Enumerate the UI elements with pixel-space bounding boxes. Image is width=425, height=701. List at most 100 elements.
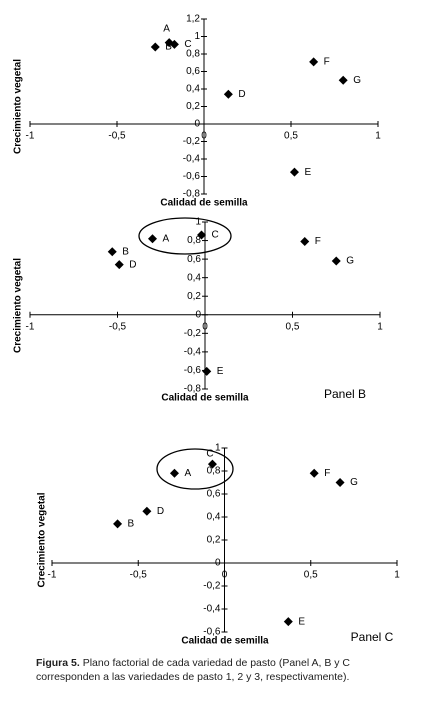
x-tick-label: -0,5 — [108, 131, 126, 142]
x-tick-label: 0 — [202, 321, 208, 332]
y-tick-label: 1,2 — [186, 14, 200, 25]
point-label: C — [184, 39, 191, 50]
point — [150, 42, 160, 52]
point-label: D — [238, 89, 245, 100]
y-axis-title: Crecimiento vegetal — [37, 492, 48, 587]
point-label: A — [163, 23, 170, 34]
y-tick-label: 0,6 — [187, 254, 201, 265]
x-tick-label: -0,5 — [130, 570, 148, 581]
caption-text: Plano factorial de cada variedad de past… — [36, 657, 351, 683]
point-label: E — [217, 366, 224, 377]
x-tick-label: 0 — [222, 570, 228, 581]
x-tick-label: -1 — [48, 570, 57, 581]
y-tick-label: -0,6 — [183, 171, 201, 182]
x-tick-label: -0,5 — [109, 321, 127, 332]
highlight-ellipse — [138, 217, 232, 255]
point — [114, 260, 124, 270]
y-tick-label: -0,2 — [184, 328, 202, 339]
point-label: F — [324, 57, 330, 68]
caption: Figura 5. Plano factorial de cada varied… — [36, 656, 406, 684]
panel-label: Panel C — [351, 630, 394, 644]
y-tick-label: 0,8 — [187, 235, 201, 246]
point — [283, 617, 293, 627]
point — [309, 468, 319, 478]
point-label: C — [212, 230, 219, 241]
point-label: G — [350, 477, 358, 488]
point — [202, 366, 212, 376]
y-tick-label: 0 — [195, 309, 201, 320]
y-tick-label: -0,2 — [183, 136, 201, 147]
y-tick-label: 1 — [194, 31, 200, 42]
y-axis-title: Crecimiento vegetal — [13, 258, 24, 353]
x-tick-label: -1 — [26, 321, 35, 332]
point-label: B — [128, 519, 135, 530]
point — [148, 234, 157, 244]
point-label: E — [304, 167, 311, 178]
y-tick-label: 0,6 — [186, 66, 200, 77]
x-tick-label: -1 — [26, 131, 35, 142]
point — [300, 236, 310, 246]
y-tick-label: 0,2 — [207, 535, 221, 546]
y-tick-label: -0,2 — [203, 581, 221, 592]
highlight-ellipse — [156, 448, 234, 490]
y-tick-label: 1 — [195, 217, 201, 228]
point — [113, 519, 123, 529]
y-tick-label: 0,8 — [186, 49, 200, 60]
y-tick-label: -0,8 — [184, 384, 202, 395]
point — [169, 468, 179, 478]
x-tick-label: 1 — [377, 321, 383, 332]
y-tick-label: 0,6 — [207, 489, 221, 500]
y-tick-label: -0,6 — [184, 365, 202, 376]
y-tick-label: 0,2 — [187, 291, 201, 302]
x-tick-label: 1 — [375, 131, 381, 142]
point-label: B — [122, 246, 129, 257]
point — [338, 75, 348, 85]
point-label: G — [353, 75, 361, 86]
point-label: C — [206, 449, 213, 460]
point-label: G — [346, 256, 354, 267]
point — [331, 256, 341, 266]
point — [207, 459, 217, 469]
y-tick-label: 0 — [215, 558, 221, 569]
y-tick-label: -0,6 — [203, 627, 221, 638]
point — [223, 89, 233, 99]
point — [169, 39, 179, 49]
y-tick-label: -0,4 — [203, 604, 221, 615]
point — [335, 478, 345, 487]
point-label: D — [157, 506, 164, 517]
y-tick-label: -0,8 — [183, 189, 201, 200]
y-axis-title: Crecimiento vegetal — [13, 59, 24, 154]
x-tick-label: 0,5 — [286, 321, 300, 332]
point — [289, 167, 299, 177]
x-axis-title: Calidad de semilla — [181, 636, 269, 647]
y-tick-label: 1 — [215, 443, 221, 454]
point — [142, 506, 152, 516]
x-tick-label: 0,5 — [284, 131, 298, 142]
y-tick-label: 0,4 — [187, 272, 201, 283]
y-tick-label: 0,8 — [207, 466, 221, 477]
x-tick-label: 0,5 — [304, 570, 318, 581]
point — [309, 57, 319, 67]
y-tick-label: 0,4 — [207, 512, 221, 523]
y-tick-label: 0,4 — [186, 84, 200, 95]
point-label: A — [163, 233, 170, 244]
point — [197, 230, 206, 240]
x-axis-title: Calidad de semilla — [160, 198, 248, 209]
point — [107, 247, 117, 257]
caption-label: Figura 5. — [36, 657, 80, 669]
x-tick-label: 1 — [394, 570, 400, 581]
x-tick-label: 0 — [201, 131, 207, 142]
y-tick-label: -0,4 — [183, 154, 201, 165]
y-tick-label: 0,2 — [186, 101, 200, 112]
y-tick-label: 0 — [194, 119, 200, 130]
point-label: A — [184, 468, 191, 479]
point-label: F — [315, 236, 321, 247]
point-label: B — [165, 42, 172, 53]
point-label: E — [298, 616, 305, 627]
y-tick-label: -0,4 — [184, 347, 202, 358]
x-axis-title: Calidad de semilla — [161, 393, 249, 404]
panel-label: Panel B — [324, 387, 366, 401]
point-label: F — [324, 468, 330, 479]
